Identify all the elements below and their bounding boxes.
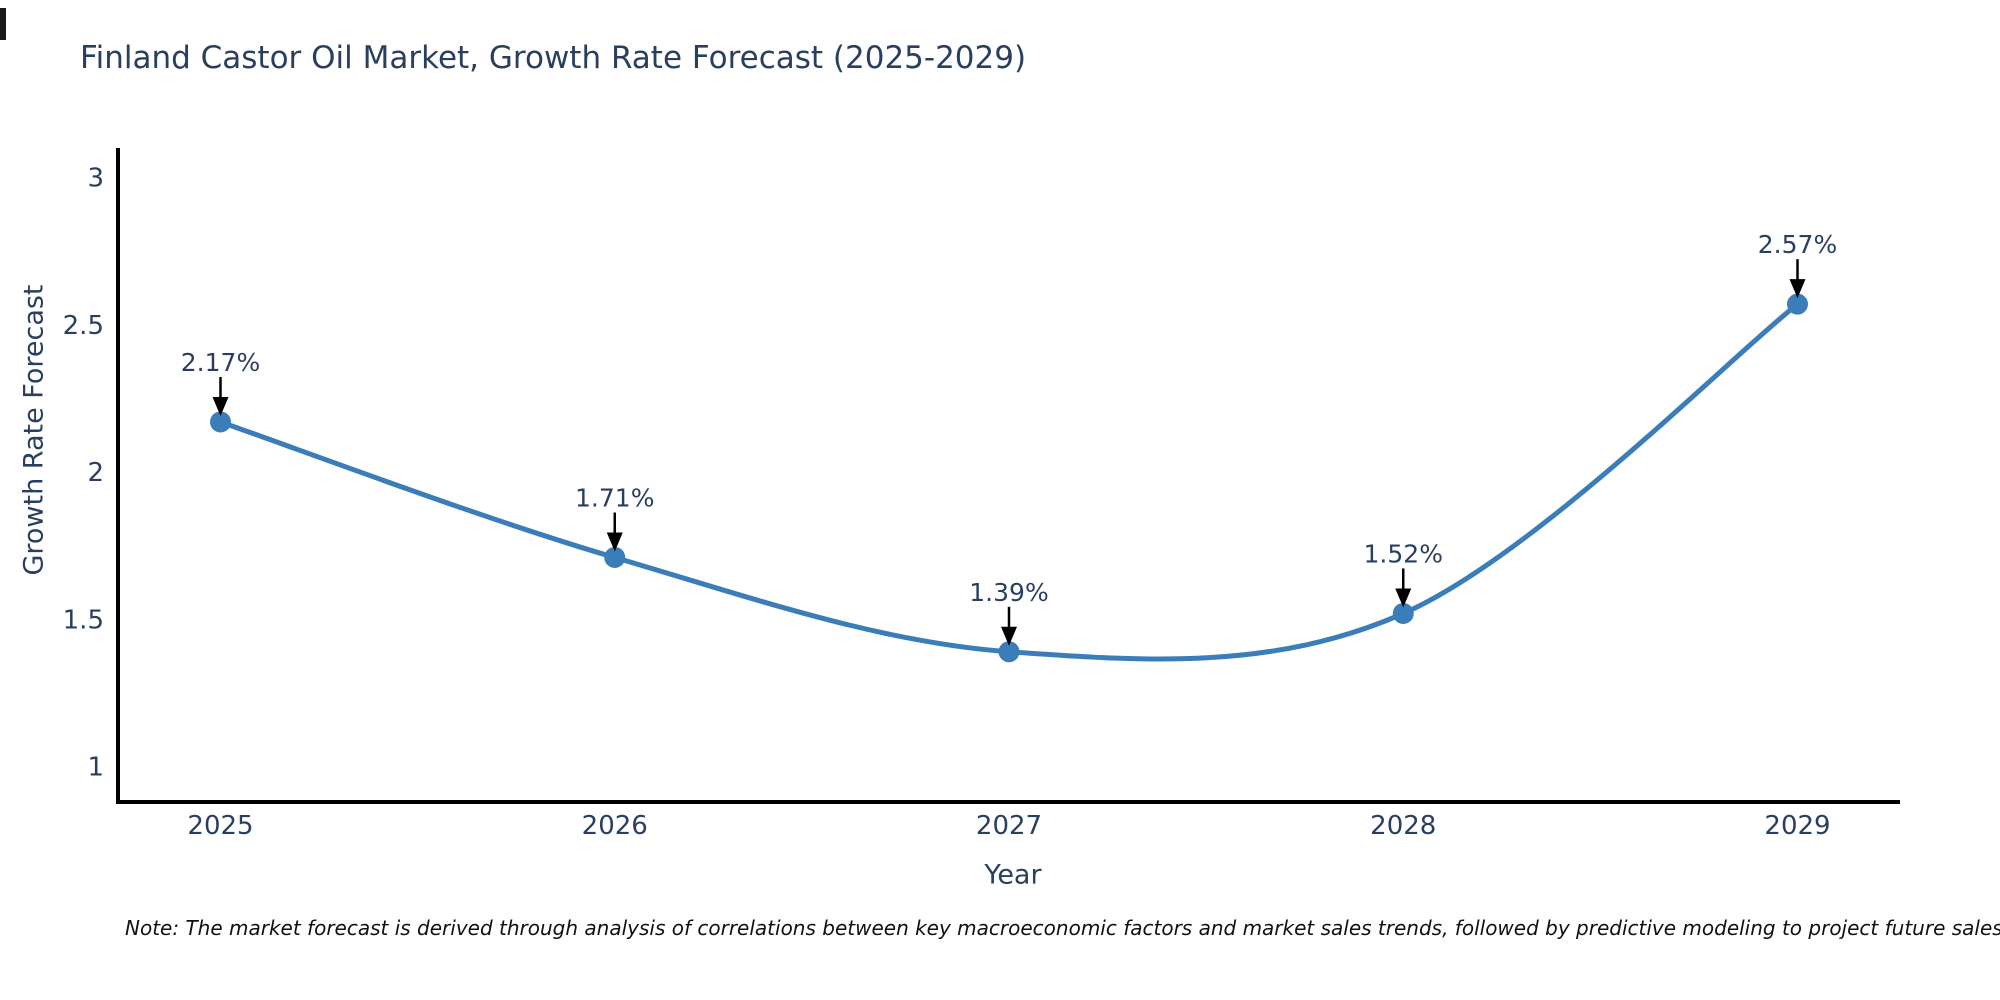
data-point-label: 1.71% <box>575 483 654 512</box>
chart-note: Note: The market forecast is derived thr… <box>125 916 2000 940</box>
y-tick-label: 2.5 <box>63 311 104 341</box>
annotation-arrowhead-icon <box>1001 626 1017 646</box>
y-tick-label: 1.5 <box>63 605 104 635</box>
y-tick-label: 2 <box>87 458 104 488</box>
x-tick-label: 2027 <box>976 811 1042 841</box>
x-tick-label: 2028 <box>1370 811 1436 841</box>
data-point-label: 2.17% <box>181 348 260 377</box>
data-point-marker <box>1392 602 1414 624</box>
data-point-marker <box>1786 293 1808 315</box>
data-point-marker <box>998 641 1020 663</box>
y-tick-label: 3 <box>87 163 104 193</box>
data-point-marker <box>604 546 626 568</box>
x-tick-label: 2026 <box>582 811 648 841</box>
x-tick-label: 2025 <box>187 811 253 841</box>
data-point-label: 1.52% <box>1364 539 1443 568</box>
annotation-arrowhead-icon <box>212 396 229 416</box>
data-point-label: 1.39% <box>969 578 1048 607</box>
data-point-label: 2.57% <box>1758 230 1837 259</box>
annotation-arrowhead-icon <box>1395 588 1412 608</box>
y-tick-label: 1 <box>87 753 104 783</box>
chart-title: Finland Castor Oil Market, Growth Rate F… <box>80 40 1027 76</box>
data-point-marker <box>210 411 232 433</box>
screen-edge-artifact <box>0 8 6 40</box>
annotation-arrowhead-icon <box>606 532 623 552</box>
x-tick-label: 2029 <box>1764 811 1830 841</box>
x-axis-title: Year <box>984 859 1042 891</box>
annotation-arrowhead-icon <box>1789 279 1806 299</box>
